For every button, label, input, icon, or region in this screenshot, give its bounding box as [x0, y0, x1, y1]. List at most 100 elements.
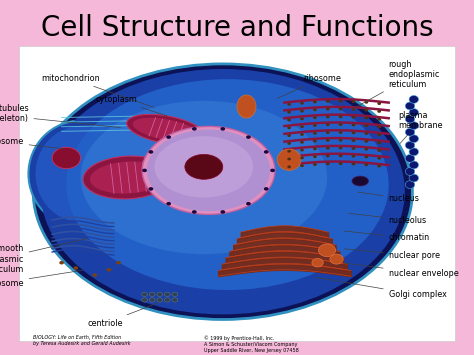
- Text: lysosome: lysosome: [0, 137, 64, 149]
- Circle shape: [377, 126, 381, 129]
- Circle shape: [377, 157, 381, 160]
- Circle shape: [287, 150, 291, 153]
- Text: centriole: centriole: [88, 303, 159, 328]
- Circle shape: [352, 100, 356, 103]
- Text: nucleolus: nucleolus: [349, 213, 427, 225]
- Ellipse shape: [81, 101, 327, 254]
- Circle shape: [313, 163, 317, 166]
- Text: BIOLOGY: Life on Earth, Fifth Edition
by Teresa Audesirk and Gerald Audesirk: BIOLOGY: Life on Earth, Fifth Edition by…: [33, 335, 131, 346]
- Circle shape: [339, 100, 343, 103]
- Circle shape: [377, 133, 381, 136]
- Ellipse shape: [90, 162, 166, 193]
- Ellipse shape: [405, 115, 415, 123]
- Circle shape: [300, 141, 304, 144]
- Circle shape: [339, 115, 343, 118]
- Circle shape: [157, 292, 163, 296]
- Circle shape: [220, 210, 225, 214]
- Circle shape: [339, 147, 343, 149]
- Text: free ribosome: free ribosome: [0, 270, 82, 289]
- Circle shape: [365, 155, 368, 158]
- Circle shape: [73, 266, 78, 270]
- Text: microtubules
(part of cytoskeleton): microtubules (part of cytoskeleton): [0, 104, 120, 127]
- Circle shape: [287, 103, 291, 106]
- Circle shape: [287, 119, 291, 121]
- Circle shape: [313, 147, 317, 150]
- Circle shape: [287, 142, 291, 145]
- Circle shape: [157, 298, 163, 302]
- Ellipse shape: [33, 64, 412, 320]
- Circle shape: [339, 131, 343, 134]
- Circle shape: [313, 108, 317, 111]
- Circle shape: [142, 169, 147, 172]
- Ellipse shape: [66, 79, 389, 290]
- Circle shape: [300, 149, 304, 152]
- Circle shape: [313, 116, 317, 119]
- Circle shape: [352, 108, 356, 111]
- Circle shape: [52, 147, 81, 169]
- Text: chromatin: chromatin: [344, 231, 430, 242]
- Ellipse shape: [185, 154, 223, 179]
- Circle shape: [365, 124, 368, 127]
- Circle shape: [192, 210, 197, 214]
- Circle shape: [339, 108, 343, 110]
- Circle shape: [365, 101, 368, 104]
- Text: © 1999 by Prentice-Hall, Inc.
A Simon & Schuster/Viacom Company
Upper Saddle Riv: © 1999 by Prentice-Hall, Inc. A Simon & …: [204, 335, 299, 353]
- Circle shape: [300, 157, 304, 159]
- Circle shape: [377, 102, 381, 105]
- Circle shape: [326, 100, 329, 103]
- Circle shape: [300, 125, 304, 128]
- Circle shape: [107, 268, 111, 272]
- Text: nuclear pore: nuclear pore: [344, 249, 440, 260]
- Text: Golgi complex: Golgi complex: [316, 277, 447, 299]
- Circle shape: [352, 147, 356, 150]
- Text: nuclear envelope: nuclear envelope: [344, 263, 458, 278]
- Circle shape: [352, 163, 356, 165]
- Circle shape: [352, 155, 356, 158]
- Ellipse shape: [405, 128, 415, 136]
- Ellipse shape: [409, 122, 419, 130]
- Circle shape: [264, 150, 269, 154]
- Circle shape: [300, 118, 304, 120]
- Text: rough
endoplasmic
reticulum: rough endoplasmic reticulum: [353, 60, 440, 109]
- Ellipse shape: [41, 69, 405, 315]
- Ellipse shape: [127, 114, 205, 145]
- Circle shape: [365, 116, 368, 119]
- Circle shape: [319, 244, 336, 257]
- Circle shape: [149, 292, 155, 296]
- Circle shape: [365, 148, 368, 151]
- Circle shape: [312, 258, 323, 267]
- Circle shape: [220, 127, 225, 131]
- Circle shape: [287, 158, 291, 160]
- Circle shape: [365, 140, 368, 143]
- Circle shape: [377, 149, 381, 152]
- Circle shape: [287, 111, 291, 114]
- Circle shape: [339, 139, 343, 142]
- Text: ribosome: ribosome: [277, 73, 341, 98]
- Ellipse shape: [405, 168, 415, 175]
- Ellipse shape: [147, 130, 270, 211]
- Text: Cell Structure and Functions: Cell Structure and Functions: [41, 15, 433, 42]
- Circle shape: [92, 273, 97, 277]
- Ellipse shape: [405, 154, 415, 162]
- Circle shape: [365, 109, 368, 111]
- Text: plasma
membrane: plasma membrane: [398, 111, 443, 143]
- Text: smooth
endoplasmic
reticulum: smooth endoplasmic reticulum: [0, 239, 87, 274]
- Ellipse shape: [83, 156, 173, 199]
- Circle shape: [377, 110, 381, 113]
- Circle shape: [164, 298, 170, 302]
- Text: cytoplasm: cytoplasm: [96, 95, 168, 116]
- Circle shape: [313, 155, 317, 158]
- Circle shape: [264, 187, 269, 191]
- Circle shape: [339, 162, 343, 165]
- Text: mitochondrion: mitochondrion: [41, 73, 154, 107]
- Circle shape: [172, 298, 178, 302]
- Circle shape: [164, 292, 170, 296]
- Circle shape: [326, 115, 329, 118]
- Circle shape: [352, 131, 356, 134]
- Circle shape: [246, 202, 251, 206]
- Circle shape: [116, 261, 121, 264]
- Circle shape: [330, 254, 343, 264]
- Circle shape: [326, 131, 329, 134]
- Ellipse shape: [28, 121, 133, 227]
- Circle shape: [365, 132, 368, 135]
